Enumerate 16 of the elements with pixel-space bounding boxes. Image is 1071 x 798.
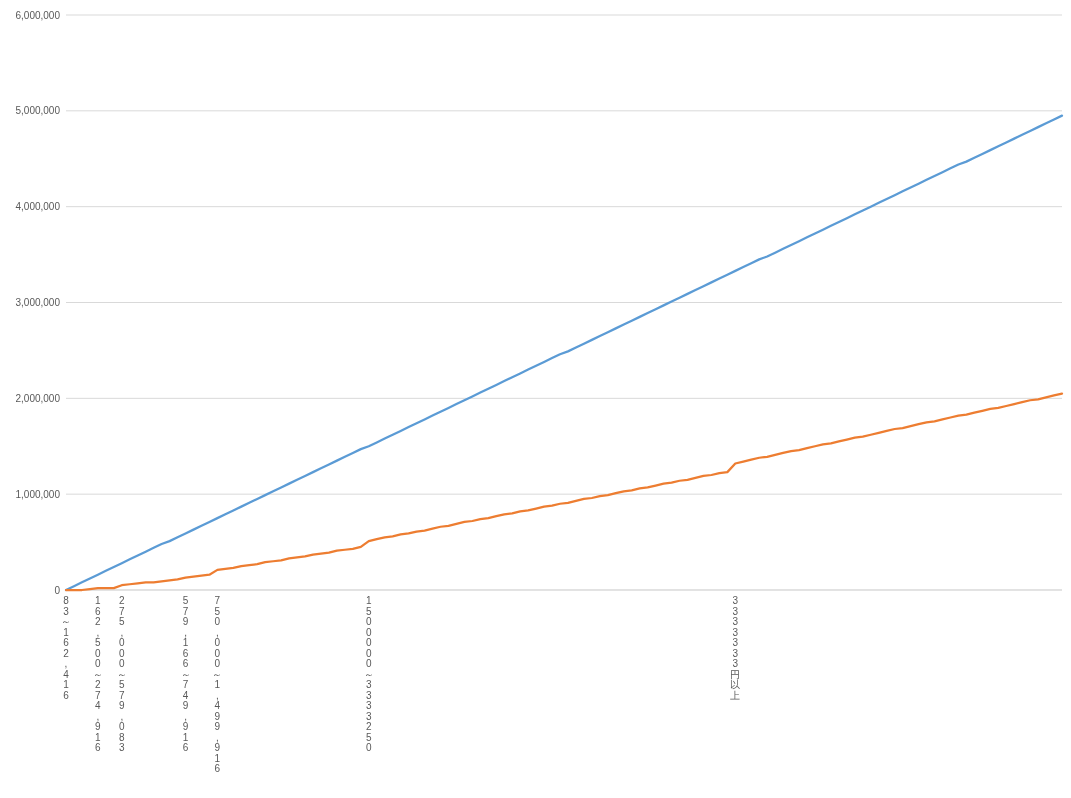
y-tick-label: 2,000,000 [15,392,61,404]
category-label: 162,500～274,916 [92,595,103,753]
y-tick-label: 3,000,000 [15,297,61,308]
category-label: 3333333円以上 [730,595,741,701]
category-label: 275,000～579,083 [116,595,127,753]
category-label: 750,000～1,499,916 [212,595,223,774]
y-tick-label: 1,000,000 [15,488,61,500]
y-tick-label: 6,000,000 [15,9,61,21]
category-label: 579,166～749,916 [180,595,191,753]
category-label: 83～162,416 [61,595,71,701]
line-series [64,392,1064,592]
line-series [64,114,1064,592]
y-tick-label: 5,000,000 [15,105,61,117]
y-tick-label: 0 [54,584,61,596]
y-tick-label: 4,000,000 [15,201,61,213]
category-label: 1500000～3333250 [363,595,374,753]
